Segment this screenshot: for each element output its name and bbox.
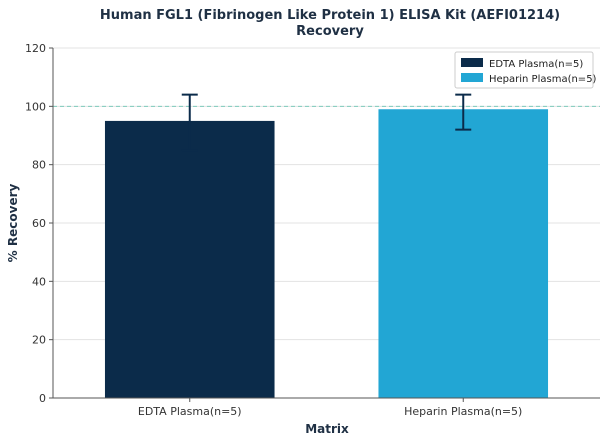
legend: EDTA Plasma(n=5) Heparin Plasma(n=5) — [454, 51, 597, 89]
bar-heparin — [378, 109, 549, 398]
y-ticks: 0 20 40 60 80 100 120 — [25, 42, 53, 405]
bar-edta — [104, 120, 275, 399]
bars — [104, 109, 549, 399]
legend-swatch — [461, 58, 483, 67]
legend-swatch — [461, 73, 483, 82]
legend-box — [454, 51, 594, 89]
x-tick-label: Heparin Plasma(n=5) — [404, 405, 522, 418]
y-tick-label: 100 — [25, 100, 46, 113]
y-tick-label: 40 — [32, 275, 46, 288]
error-bars — [181, 93, 472, 152]
chart-title: Human FGL1 (Fibrinogen Like Protein 1) E… — [100, 8, 560, 23]
x-ticks: EDTA Plasma(n=5) Heparin Plasma(n=5) — [138, 398, 522, 418]
y-tick-label: 80 — [32, 159, 46, 172]
y-tick-label: 20 — [32, 334, 46, 347]
legend-label: Heparin Plasma(n=5) — [489, 74, 597, 85]
legend-label: EDTA Plasma(n=5) — [489, 59, 583, 70]
y-tick-label: 0 — [39, 392, 46, 405]
y-axis-label: % Recovery — [6, 184, 20, 263]
chart-subtitle: Recovery — [296, 24, 364, 39]
x-tick-label: EDTA Plasma(n=5) — [138, 405, 242, 418]
x-axis-label: Matrix — [305, 422, 349, 436]
y-tick-label: 120 — [25, 42, 46, 55]
y-tick-label: 60 — [32, 217, 46, 230]
